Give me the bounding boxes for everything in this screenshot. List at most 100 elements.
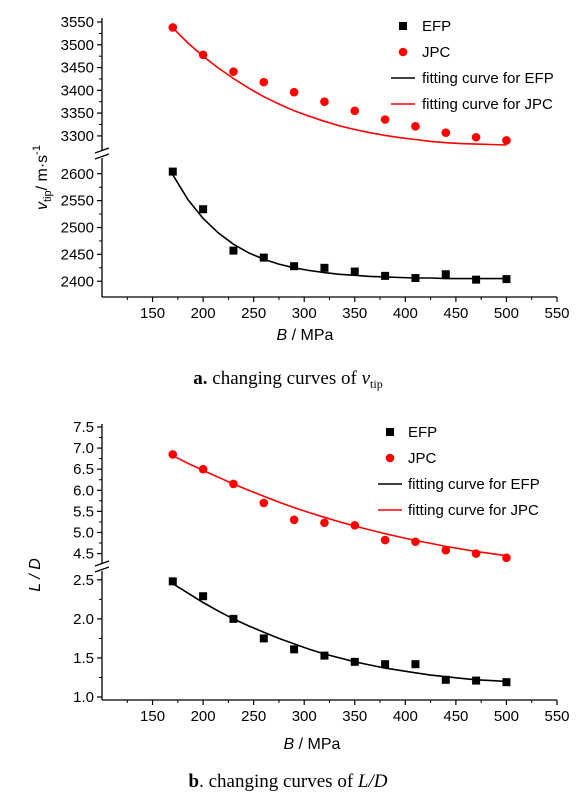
chart-b-caption: b. changing curves of L/D bbox=[189, 771, 388, 792]
chart-a-x-tick-label: 400 bbox=[393, 305, 418, 322]
chart-a-jpc-point bbox=[441, 128, 451, 137]
chart-a-jpc-point bbox=[289, 87, 299, 97]
chart-b-legend-circle-symbol bbox=[385, 453, 395, 463]
chart-a-ylabel-var: v bbox=[34, 201, 51, 210]
chart-a-efp-point bbox=[320, 263, 329, 272]
chart-b-caption-text: . changing curves of bbox=[199, 771, 354, 792]
chart-a-jpc-point bbox=[168, 23, 178, 32]
chart-b-xlabel-var: B bbox=[284, 736, 295, 753]
chart-b-efp-point bbox=[381, 660, 390, 669]
chart-b-jpc-point bbox=[168, 450, 178, 459]
chart-a-lower-y-ticks: 2400 2450 2500 2550 2600 bbox=[61, 166, 102, 290]
chart-b-efp-point bbox=[320, 651, 329, 660]
chart-a-jpc-point bbox=[320, 97, 329, 107]
chart-a-efp-point bbox=[229, 246, 238, 255]
chart-a-y-tick-label: 3400 bbox=[61, 82, 94, 99]
chart-b-x-tick-label: 350 bbox=[342, 708, 367, 725]
chart-b-x-tick-label: 450 bbox=[443, 708, 468, 725]
chart-b-jpc-point bbox=[259, 498, 269, 508]
chart-b-axis-break-mark bbox=[94, 560, 110, 567]
chart-a-y-tick-label: 2600 bbox=[61, 166, 94, 183]
chart-b: 150 200 250 300 350 400 450 500 550 4.5 5.0 5.5 6.0 6… bbox=[27, 419, 570, 792]
chart-a-jpc-point bbox=[380, 115, 390, 124]
chart-b-caption-var: L/D bbox=[357, 771, 388, 792]
chart-b-legend-label: fitting curve for JPC bbox=[408, 502, 539, 519]
chart-a-y-tick-label: 3450 bbox=[61, 60, 94, 77]
chart-b-y-tick-label: 7.0 bbox=[73, 440, 94, 457]
chart-b-x-ticks: 150 200 250 300 350 400 450 500 550 bbox=[126, 700, 570, 725]
chart-a-caption: a. changing curves of vtip bbox=[193, 368, 382, 391]
chart-a-legend: EFP JPC fitting curve for EFP fitting curve… bbox=[391, 18, 554, 113]
chart-a-x-tick-label: 150 bbox=[140, 305, 165, 322]
chart-a-caption-var: v bbox=[362, 368, 371, 389]
chart-b-upper-y-ticks: 4.5 5.0 5.5 6.0 6.5 7.0 7.5 bbox=[73, 419, 102, 563]
chart-b-jpc-point bbox=[229, 479, 238, 489]
chart-a-axis-break-mark bbox=[94, 147, 110, 154]
chart-b-jpc-point bbox=[441, 545, 451, 555]
chart-b-y-tick-label: 1.0 bbox=[73, 689, 94, 706]
chart-a-y-tick-label: 3300 bbox=[61, 128, 94, 145]
chart-b-efp-point bbox=[290, 645, 299, 654]
chart-b-jpc-point bbox=[411, 537, 420, 547]
chart-a-x-tick-label: 350 bbox=[342, 305, 367, 322]
chart-b-y-tick-label: 2.5 bbox=[73, 572, 94, 589]
chart-b-legend-label: JPC bbox=[408, 450, 437, 467]
chart-b-lower-y-ticks: 1.0 1.5 2.0 2.5 bbox=[73, 572, 102, 706]
chart-a-legend-circle-symbol bbox=[398, 47, 408, 57]
chart-a-legend-label: fitting curve for EFP bbox=[422, 70, 554, 87]
chart-a-efp-point bbox=[290, 262, 299, 271]
chart-b-jpc-point bbox=[502, 553, 511, 563]
chart-b-efp-point bbox=[199, 592, 208, 601]
chart-a-jpc-point bbox=[259, 77, 269, 87]
chart-b-fitting-curve-for-efp-line bbox=[172, 583, 507, 683]
chart-b-y-tick-label: 1.5 bbox=[73, 650, 94, 667]
chart-a-efp-point bbox=[502, 275, 511, 284]
chart-a-ylabel-exp: -1 bbox=[31, 145, 43, 155]
chart-a-jpc-point bbox=[350, 106, 360, 116]
chart-b-jpc-point bbox=[471, 549, 481, 558]
chart-b-efp-point bbox=[259, 634, 268, 643]
chart-b-x-tick-label: 400 bbox=[393, 708, 418, 725]
chart-a-caption-prefix: a. bbox=[193, 368, 207, 389]
chart-b-legend-square-symbol bbox=[386, 428, 394, 436]
chart-b-ylabel: L / D bbox=[27, 558, 44, 592]
chart-b-jpc-point bbox=[289, 515, 299, 525]
chart-b-y-tick-label: 5.5 bbox=[73, 503, 94, 520]
chart-a-series bbox=[168, 23, 511, 284]
chart-a-fitting-curve-for-jpc-line bbox=[172, 27, 507, 146]
chart-b-efp-point bbox=[411, 660, 420, 669]
chart-a-efp-point bbox=[441, 270, 450, 279]
chart-a-y-tick-label: 3350 bbox=[61, 105, 94, 122]
chart-b-axis-break-mark bbox=[94, 566, 110, 573]
chart-a-legend-label: fitting curve for JPC bbox=[422, 96, 553, 113]
chart-a-ylabel-sub: tip bbox=[42, 190, 54, 202]
chart-b-efp-point bbox=[472, 676, 481, 685]
chart-a-jpc-point bbox=[471, 132, 481, 142]
chart-a-legend-label: EFP bbox=[422, 18, 451, 35]
chart-b-y-tick-label: 6.0 bbox=[73, 482, 94, 499]
chart-a-y-tick-label: 2500 bbox=[61, 220, 94, 237]
chart-b-axis-break bbox=[94, 560, 110, 573]
chart-a-efp-point bbox=[168, 167, 177, 176]
chart-a-plot: 150 200 250 300 350 400 450 500 5503300335034003… bbox=[61, 14, 570, 322]
chart-a-x-ticks: 150 200 250 300 350 400 450 500 550 bbox=[126, 297, 570, 322]
chart-a-xlabel: B / MPa bbox=[277, 327, 334, 344]
chart-a-efp-point bbox=[199, 205, 208, 214]
chart-b-x-tick-label: 500 bbox=[494, 708, 519, 725]
chart-a-efp-point bbox=[381, 271, 390, 280]
chart-b-axes: 150 200 250 300 350 400 450 500 550 4.5 5.0 5.5 6.0 6… bbox=[73, 419, 569, 725]
chart-a-axis-break bbox=[94, 147, 110, 160]
chart-b-efp-point bbox=[350, 657, 359, 666]
chart-b-jpc-point bbox=[198, 464, 208, 474]
chart-b-jpc-point bbox=[320, 518, 329, 528]
chart-b-jpc-point bbox=[380, 535, 390, 545]
chart-b-efp-point bbox=[502, 678, 511, 687]
chart-a-x-tick-label: 500 bbox=[494, 305, 519, 322]
chart-b-y-tick-label: 6.5 bbox=[73, 461, 94, 478]
chart-a-legend-label: JPC bbox=[422, 44, 451, 61]
chart-b-efp-point bbox=[441, 675, 450, 684]
chart-b-x-tick-label: 550 bbox=[544, 708, 569, 725]
chart-a-x-tick-label: 200 bbox=[191, 305, 216, 322]
chart-b-jpc-point bbox=[350, 520, 360, 530]
chart-b-legend-label: EFP bbox=[408, 424, 437, 441]
